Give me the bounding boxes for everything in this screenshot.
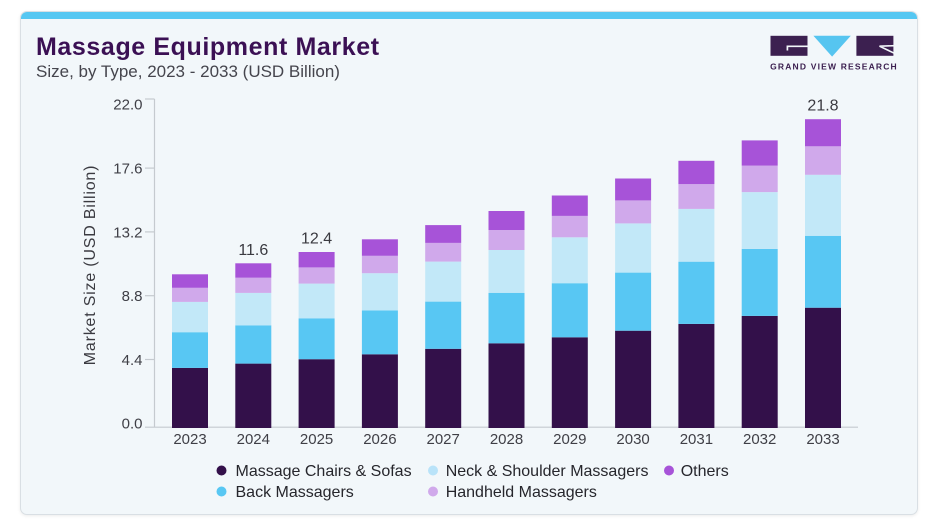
- svg-text:2023: 2023: [173, 431, 206, 448]
- svg-text:Handheld Massagers: Handheld Massagers: [446, 484, 597, 501]
- svg-text:2031: 2031: [680, 431, 713, 448]
- svg-text:2030: 2030: [616, 431, 649, 448]
- svg-text:Others: Others: [681, 463, 729, 480]
- svg-text:2026: 2026: [363, 431, 396, 448]
- svg-text:Back Massagers: Back Massagers: [236, 484, 354, 501]
- svg-text:0.0: 0.0: [122, 416, 143, 433]
- svg-text:8.8: 8.8: [122, 288, 143, 305]
- svg-text:2027: 2027: [427, 431, 460, 448]
- svg-text:2033: 2033: [806, 431, 839, 448]
- svg-text:2028: 2028: [490, 431, 523, 448]
- svg-text:2032: 2032: [743, 431, 776, 448]
- svg-text:2024: 2024: [237, 431, 270, 448]
- svg-text:4.4: 4.4: [122, 352, 143, 369]
- svg-text:22.0: 22.0: [113, 97, 142, 114]
- svg-text:Market Size (USD Billion): Market Size (USD Billion): [82, 165, 99, 365]
- svg-text:21.8: 21.8: [807, 98, 838, 115]
- svg-text:13.2: 13.2: [113, 224, 142, 241]
- svg-text:Massage Chairs & Sofas: Massage Chairs & Sofas: [236, 463, 412, 480]
- svg-text:2025: 2025: [300, 431, 333, 448]
- svg-text:Neck & Shoulder Massagers: Neck & Shoulder Massagers: [446, 463, 649, 480]
- svg-text:GRAND VIEW RESEARCH: GRAND VIEW RESEARCH: [770, 61, 898, 71]
- svg-text:17.6: 17.6: [113, 161, 142, 178]
- svg-text:2029: 2029: [553, 431, 586, 448]
- svg-text:11.6: 11.6: [238, 242, 268, 259]
- svg-text:12.4: 12.4: [301, 231, 332, 248]
